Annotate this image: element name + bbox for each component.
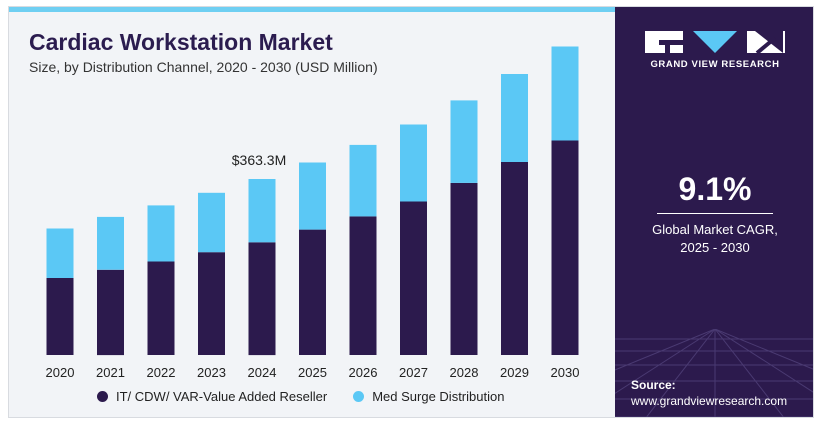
bar-med-surge-distribution-2023 (198, 192, 225, 253)
bar-it-cdw-var-value-added-reseller-2022 (147, 261, 175, 355)
stacked-bar-chart: 2020 2021 2022 2023 2024 $363.3M 2025 2026 2027 2… (46, 46, 580, 380)
bar-med-surge-distribution-2025 (299, 162, 326, 230)
x-tick-label-2029: 2029 (500, 365, 529, 380)
x-tick-label-2021: 2021 (96, 365, 125, 380)
cagr-label-line-1: Global Market CAGR, (652, 222, 778, 237)
bar-it-cdw-var-value-added-reseller-2024 (248, 242, 276, 356)
bar-med-surge-distribution-2026 (349, 144, 377, 217)
x-tick-label-2025: 2025 (298, 365, 327, 380)
bar-med-surge-distribution-2024 (248, 179, 276, 243)
cagr-divider (657, 213, 773, 214)
bar-med-surge-distribution-2030 (551, 46, 579, 141)
source-link[interactable]: www.grandviewresearch.com (631, 394, 788, 408)
chart-title: Cardiac Workstation Market (29, 29, 333, 55)
cagr-value: 9.1% (678, 171, 752, 207)
bar-it-cdw-var-value-added-reseller-2027 (400, 201, 427, 355)
bar-med-surge-distribution-2022 (147, 205, 175, 262)
source-label: Source: (631, 378, 676, 392)
legend-item-it-cdw-var: IT/ CDW/ VAR-Value Added Reseller (97, 389, 327, 404)
legend-item-med-surge: Med Surge Distribution (353, 389, 504, 404)
chart-legend: IT/ CDW/ VAR-Value Added Reseller Med Su… (97, 389, 530, 404)
x-tick-label-2020: 2020 (46, 365, 75, 380)
source-note: Source: www.grandviewresearch.com (631, 377, 787, 409)
bar-it-cdw-var-value-added-reseller-2025 (299, 229, 326, 355)
bar-med-surge-distribution-2021 (97, 216, 124, 270)
x-tick-label-2023: 2023 (197, 365, 226, 380)
side-panel: GRAND VIEW RESEARCH 9.1% Global Market C… (615, 7, 813, 417)
bar-it-cdw-var-value-added-reseller-2023 (198, 252, 225, 355)
x-tick-label-2026: 2026 (349, 365, 378, 380)
bar-it-cdw-var-value-added-reseller-2026 (349, 216, 377, 355)
cagr-label: Global Market CAGR, 2025 - 2030 (615, 221, 813, 257)
bar-it-cdw-var-value-added-reseller-2021 (97, 269, 124, 356)
bar-med-surge-distribution-2027 (400, 124, 427, 202)
bar-it-cdw-var-value-added-reseller-2029 (501, 162, 528, 355)
perspective-grid-decoration (615, 329, 813, 417)
x-tick-label-2024: 2024 (248, 365, 277, 380)
legend-label-med-surge: Med Surge Distribution (372, 389, 505, 404)
x-tick-label-2022: 2022 (147, 365, 176, 380)
infographic-card: Cardiac Workstation Market Size, by Dist… (8, 6, 814, 418)
bar-med-surge-distribution-2020 (46, 228, 74, 278)
data-label-2024: $363.3M (232, 152, 286, 168)
legend-swatch-light-icon (353, 391, 365, 402)
x-tick-label-2028: 2028 (450, 365, 479, 380)
bar-it-cdw-var-value-added-reseller-2028 (450, 182, 478, 355)
bar-it-cdw-var-value-added-reseller-2030 (551, 140, 579, 355)
bar-it-cdw-var-value-added-reseller-2020 (46, 278, 74, 355)
x-tick-label-2027: 2027 (399, 365, 428, 380)
chart-subtitle: Size, by Distribution Channel, 2020 - 20… (29, 59, 378, 75)
x-tick-label-2030: 2030 (551, 365, 580, 380)
cagr-label-line-2: 2025 - 2030 (680, 240, 750, 255)
bar-med-surge-distribution-2029 (501, 74, 528, 162)
legend-swatch-dark-icon (97, 391, 108, 402)
accent-bar (9, 7, 615, 12)
legend-label-it-cdw-var: IT/ CDW/ VAR-Value Added Reseller (116, 389, 328, 404)
bar-med-surge-distribution-2028 (450, 100, 478, 183)
grand-view-research-logo-icon (645, 31, 785, 55)
brand-name: GRAND VIEW RESEARCH (650, 59, 780, 70)
